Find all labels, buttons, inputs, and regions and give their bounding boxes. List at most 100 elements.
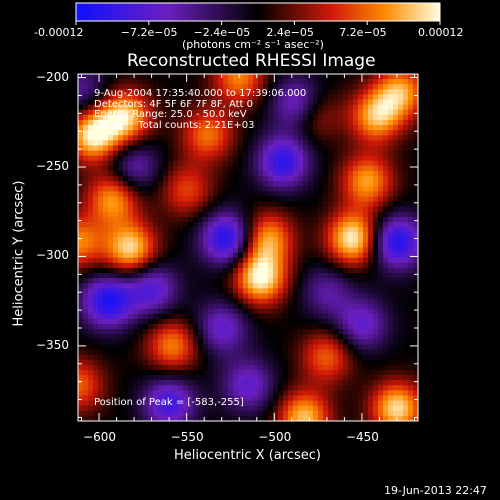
- heatmap-cell: [218, 130, 224, 136]
- heatmap-cell: [248, 278, 254, 284]
- heatmap-cell: [303, 400, 309, 407]
- heatmap-cell: [368, 262, 374, 269]
- heatmap-cell: [163, 359, 169, 366]
- heatmap-cell: [203, 201, 209, 208]
- heatmap-cell: [98, 324, 104, 330]
- heatmap-cell: [313, 303, 319, 310]
- heatmap-cell: [398, 211, 404, 218]
- heatmap-cell: [83, 186, 89, 192]
- heatmap-cell: [143, 369, 149, 376]
- heatmap-cell: [228, 119, 234, 126]
- heatmap-cell: [368, 176, 374, 182]
- heatmap-cell: [273, 206, 279, 213]
- heatmap-cell: [293, 359, 299, 366]
- heatmap-cell: [183, 206, 189, 213]
- heatmap-cell: [398, 405, 404, 412]
- heatmap-cell: [133, 283, 139, 289]
- heatmap-cell: [123, 186, 129, 192]
- heatmap-cell: [358, 237, 364, 243]
- heatmap-cell: [98, 410, 104, 417]
- heatmap-cell: [353, 94, 359, 101]
- heatmap-cell: [398, 186, 404, 192]
- heatmap-cell: [413, 278, 418, 284]
- heatmap-cell: [143, 313, 149, 320]
- heatmap-cell: [238, 359, 244, 366]
- heatmap-cell: [368, 293, 374, 300]
- heatmap-cell: [143, 410, 149, 417]
- heatmap-cell: [358, 344, 364, 351]
- heatmap-cell: [183, 227, 189, 233]
- heatmap-cell: [183, 104, 189, 111]
- heatmap-cell: [273, 252, 279, 259]
- heatmap-cell: [213, 196, 219, 203]
- heatmap-cell: [298, 313, 304, 320]
- heatmap-cell: [198, 211, 204, 218]
- heatmap-cell: [303, 324, 309, 330]
- heatmap-cell: [343, 176, 349, 182]
- heatmap-cell: [313, 252, 319, 259]
- heatmap-cell: [168, 324, 174, 330]
- heatmap-cell: [143, 140, 149, 147]
- heatmap-cell: [173, 165, 179, 172]
- heatmap-cell: [103, 140, 109, 147]
- heatmap-cell: [88, 359, 94, 366]
- heatmap-cell: [158, 298, 164, 305]
- heatmap-cell: [193, 79, 199, 85]
- heatmap-cell: [413, 150, 418, 157]
- heatmap-cell: [138, 313, 144, 320]
- heatmap-cell: [198, 313, 204, 320]
- heatmap-cell: [228, 339, 234, 346]
- heatmap-cell: [258, 99, 264, 106]
- heatmap-cell: [298, 89, 304, 96]
- heatmap-cell: [153, 395, 159, 402]
- heatmap-cell: [378, 135, 384, 141]
- heatmap-cell: [278, 349, 284, 356]
- heatmap-cell: [253, 79, 259, 85]
- heatmap-cell: [218, 329, 224, 335]
- heatmap-cell: [303, 170, 309, 177]
- heatmap-cell: [383, 135, 389, 141]
- heatmap-cell: [123, 349, 129, 356]
- heatmap-cell: [348, 216, 354, 223]
- heatmap-cell: [218, 74, 224, 80]
- heatmap-cell: [273, 84, 279, 90]
- heatmap-cell: [253, 410, 259, 417]
- heatmap-cell: [183, 211, 189, 218]
- heatmap-cell: [188, 237, 194, 243]
- heatmap-cell: [103, 283, 109, 289]
- heatmap-cell: [273, 237, 279, 243]
- heatmap-cell: [98, 119, 104, 126]
- heatmap-cell: [238, 410, 244, 417]
- heatmap-cell: [248, 344, 254, 351]
- heatmap-cell: [313, 94, 319, 101]
- heatmap-cell: [103, 405, 109, 412]
- heatmap-cell: [333, 221, 339, 228]
- heatmap-cell: [343, 104, 349, 111]
- heatmap-cell: [178, 324, 184, 330]
- heatmap-cell: [118, 242, 124, 249]
- heatmap-cell: [413, 216, 418, 223]
- heatmap-cell: [268, 191, 274, 198]
- heatmap-cell: [413, 104, 418, 111]
- heatmap-cell: [403, 288, 409, 295]
- heatmap-cell: [183, 84, 189, 90]
- heatmap-cell: [408, 165, 414, 172]
- heatmap-cell: [348, 186, 354, 192]
- heatmap-cell: [203, 344, 209, 351]
- heatmap-cell: [133, 196, 139, 203]
- heatmap-cell: [153, 221, 159, 228]
- heatmap-cell: [93, 344, 99, 351]
- heatmap-cell: [383, 140, 389, 147]
- heatmap-cell: [338, 99, 344, 106]
- heatmap-cell: [263, 354, 269, 361]
- heatmap-cell: [88, 140, 94, 147]
- heatmap-cell: [128, 364, 134, 371]
- heatmap-cell: [183, 298, 189, 305]
- heatmap-cell: [103, 196, 109, 203]
- heatmap-cell: [203, 329, 209, 335]
- heatmap-cell: [258, 140, 264, 147]
- heatmap-cell: [393, 298, 399, 305]
- heatmap-cell: [253, 247, 259, 254]
- heatmap-cell: [163, 104, 169, 111]
- heatmap-cell: [278, 293, 284, 300]
